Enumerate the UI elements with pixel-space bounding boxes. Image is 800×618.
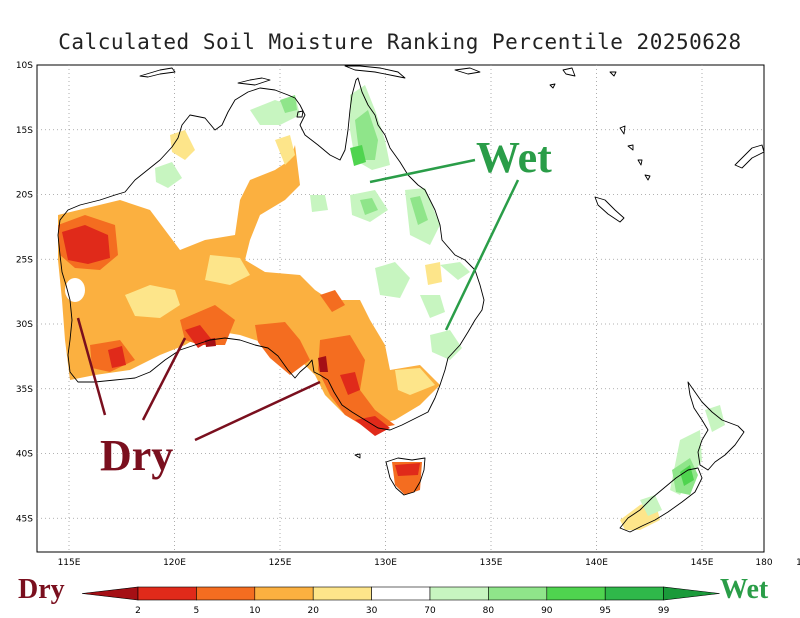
- lat-tick-label: 15S: [16, 126, 33, 136]
- wet-arrow-1: [369, 158, 476, 184]
- dry-arrow-2: [141, 337, 187, 421]
- colorbar-tick-label: 5: [194, 606, 200, 616]
- dry-callout-label: Dry: [100, 431, 173, 480]
- colorbar-segment: [663, 586, 720, 601]
- australia-coastline: [57, 77, 485, 431]
- colorbar-tick-label: 95: [599, 606, 610, 616]
- lat-tick-label: 10S: [16, 61, 33, 71]
- lat-tick-label: 35S: [16, 385, 33, 395]
- dry-arrow-1: [76, 317, 107, 416]
- longitude-labels: 115E120E125E130E135E140E145E150E155E160E…: [58, 558, 800, 568]
- lon-tick-label: 115E: [58, 558, 81, 568]
- colorbar-segment: [312, 586, 372, 601]
- lon-tick-label: 140E: [585, 558, 608, 568]
- dry-callout: Dry: [76, 317, 321, 480]
- wet-callout: Wet: [369, 133, 552, 331]
- lat-tick-label: 25S: [16, 255, 33, 265]
- map-title: Calculated Soil Moisture Ranking Percent…: [58, 30, 742, 54]
- colorbar-wet-label: Wet: [720, 574, 769, 605]
- colorbar: 2 5 10 20 30 70 80 90 95 99: [81, 586, 720, 616]
- nz-north-island-coastline: [687, 381, 745, 471]
- colorbar-tick-label: 70: [424, 606, 436, 616]
- colorbar-segment: [371, 586, 431, 601]
- colorbar-segment: [488, 586, 548, 601]
- lat-tick-label: 20S: [16, 191, 33, 201]
- nz-south-island-coastline: [619, 467, 703, 533]
- lon-tick-label: 150E: [796, 558, 800, 568]
- lat-tick-label: 40S: [16, 450, 33, 460]
- colorbar-segment: [196, 586, 256, 601]
- dry-anomaly-shading: [58, 130, 660, 530]
- dry-arrow-3: [194, 380, 321, 442]
- lon-tick-label: 135E: [480, 558, 503, 568]
- new-caledonia-coastline: [594, 196, 625, 223]
- colorbar-tick-label: 99: [658, 606, 670, 616]
- colorbar-segment: [254, 586, 314, 601]
- colorbar-segment: [429, 586, 489, 601]
- colorbar-tick-label: 80: [483, 606, 495, 616]
- colorbar-tick-label: 30: [366, 606, 378, 616]
- colorbar-tick-label: 90: [541, 606, 553, 616]
- colorbar-tick-label: 20: [307, 606, 319, 616]
- latitude-labels: 10S 15S 20S 25S 30S 35S 40S 45S: [16, 61, 33, 524]
- coastlines: [57, 65, 764, 533]
- colorbar-tick-label: 10: [249, 606, 261, 616]
- colorbar-segment: [137, 586, 197, 601]
- lon-tick-label: 145E: [691, 558, 714, 568]
- lon-tick-label: 125E: [269, 558, 292, 568]
- lon-tick-label: 180: [755, 558, 772, 568]
- colorbar-segment: [604, 586, 664, 601]
- lon-tick-label: 130E: [374, 558, 397, 568]
- wet-arrow-2: [444, 179, 520, 331]
- wet-callout-label: Wet: [476, 133, 552, 182]
- colorbar-segment: [546, 586, 606, 601]
- colorbar-segment: [81, 586, 139, 601]
- lon-tick-label: 120E: [163, 558, 186, 568]
- colorbar-tick-label: 2: [135, 606, 141, 616]
- colorbar-dry-label: Dry: [18, 574, 65, 605]
- tasmania-coastline: [385, 457, 426, 496]
- wet-anomaly-shading: [155, 85, 725, 516]
- lat-tick-label: 30S: [16, 320, 33, 330]
- lat-tick-label: 45S: [16, 514, 33, 524]
